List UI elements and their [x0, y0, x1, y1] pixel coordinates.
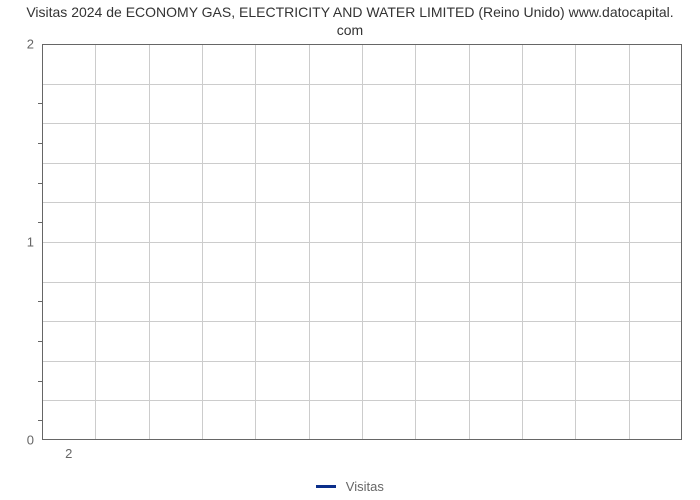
gridline-horizontal [42, 163, 682, 164]
y-minor-tick [38, 143, 42, 144]
y-minor-tick [38, 301, 42, 302]
gridline-horizontal [42, 84, 682, 85]
gridline-horizontal [42, 242, 682, 243]
x-tick-label: 2 [65, 440, 72, 461]
y-minor-tick [38, 420, 42, 421]
gridline-horizontal [42, 123, 682, 124]
y-minor-tick [38, 381, 42, 382]
chart-title: Visitas 2024 de ECONOMY GAS, ELECTRICITY… [0, 4, 700, 39]
chart-title-line2: com [337, 22, 363, 38]
y-minor-tick [38, 222, 42, 223]
y-tick-label: 1 [27, 235, 42, 250]
y-minor-tick [38, 341, 42, 342]
y-minor-tick [38, 103, 42, 104]
gridline-horizontal [42, 282, 682, 283]
y-tick-label: 0 [27, 433, 42, 448]
legend-swatch [316, 485, 336, 488]
chart-plot-area: 012 2 [42, 44, 682, 440]
y-minor-tick [38, 183, 42, 184]
legend-label: Visitas [346, 479, 384, 494]
gridline-horizontal [42, 202, 682, 203]
gridline-horizontal [42, 361, 682, 362]
chart-legend: Visitas [0, 478, 700, 494]
chart-title-line1: Visitas 2024 de ECONOMY GAS, ELECTRICITY… [26, 4, 673, 20]
y-tick-label: 2 [27, 37, 42, 52]
gridline-horizontal [42, 321, 682, 322]
gridline-horizontal [42, 400, 682, 401]
